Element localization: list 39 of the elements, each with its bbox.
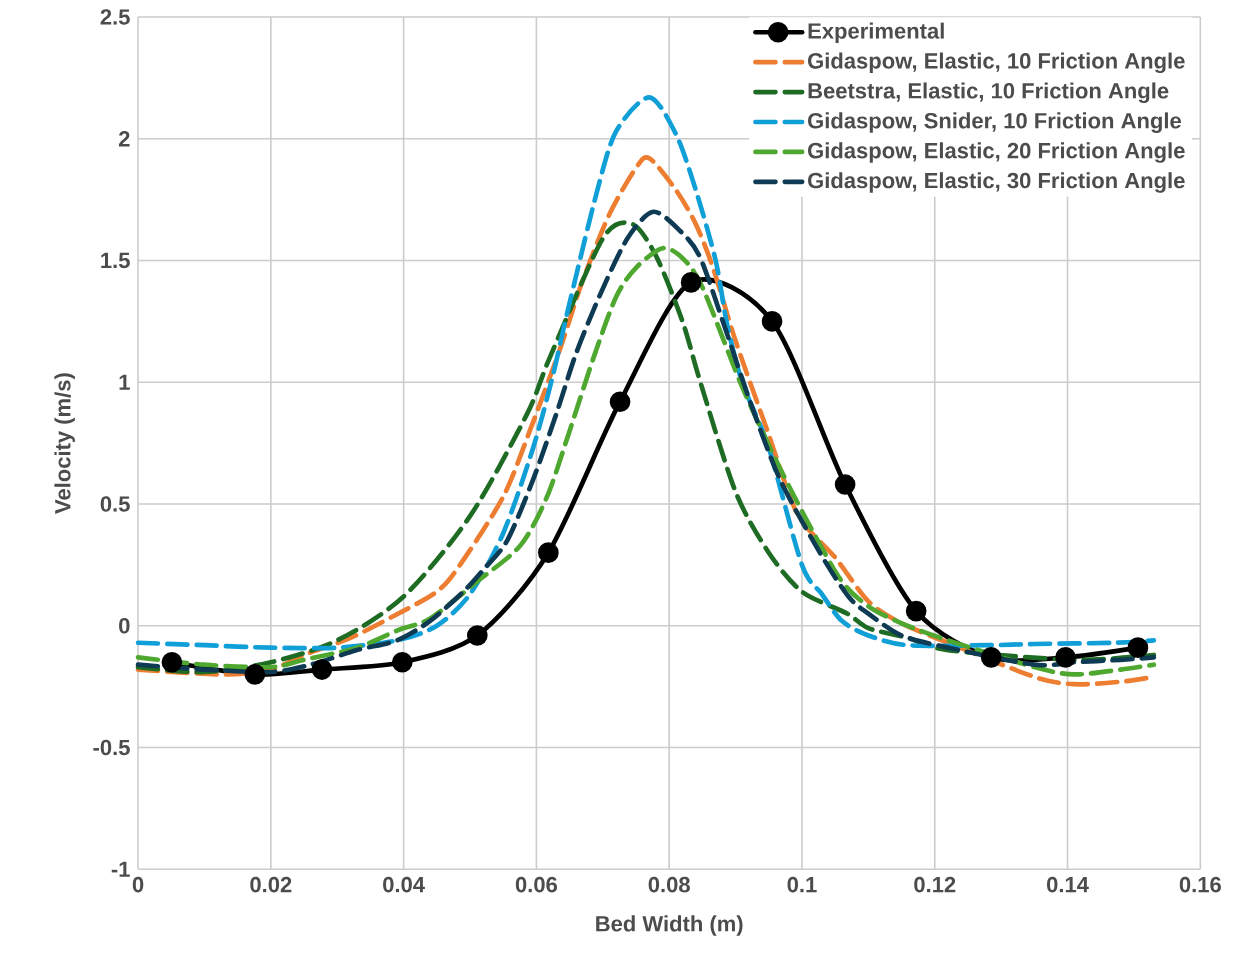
legend-label: Gidaspow, Elastic, 30 Friction Angle	[808, 172, 1185, 193]
legend-label: Beetstra, Elastic, 10 Friction Angle	[808, 82, 1169, 103]
x-tick-label: 0	[132, 876, 144, 893]
y-tick-label: 0	[119, 617, 130, 634]
x-tick-label: 0.02	[250, 876, 292, 893]
y-tick-label: -1	[111, 861, 130, 877]
point	[466, 625, 488, 646]
point	[391, 651, 413, 673]
x-tick-label: 0.04	[383, 876, 425, 893]
point	[980, 646, 1002, 668]
point	[609, 391, 631, 412]
point	[1055, 646, 1076, 668]
point	[905, 600, 927, 622]
point	[311, 659, 333, 680]
y-tick-label: -0.5	[93, 739, 130, 756]
y-tick-label: 2.5	[100, 9, 130, 25]
x-tick-label: 0.08	[648, 876, 690, 893]
legend-label: Gidaspow, Snider, 10 Friction Angle	[808, 112, 1181, 133]
legend-label: Gidaspow, Elastic, 10 Friction Angle	[808, 52, 1185, 73]
y-tick-label: 0.5	[100, 496, 130, 512]
legend-label: Experimental	[808, 22, 944, 43]
point	[161, 651, 183, 673]
y-tick-label: 1.5	[101, 252, 130, 269]
y-axis-title: Velocity (m/s)	[54, 373, 75, 514]
point	[834, 474, 856, 495]
point	[1127, 637, 1149, 658]
legend-label: Gidaspow, Elastic, 20 Friction Angle	[808, 142, 1185, 163]
x-tick-label: 0.12	[914, 876, 956, 893]
y-tick-label: 1	[119, 374, 130, 390]
point	[680, 271, 702, 293]
x-tick-label: 0.1	[787, 876, 817, 893]
x-tick-label: 0.16	[1179, 876, 1221, 893]
y-tick-label: 2	[118, 130, 130, 147]
x-tick-label: 0.06	[515, 876, 558, 893]
point	[244, 663, 266, 685]
x-tick-label: 0.14	[1047, 876, 1089, 893]
x-axis-title: Bed Width (m)	[596, 915, 743, 936]
point	[761, 310, 783, 332]
point	[538, 542, 559, 563]
